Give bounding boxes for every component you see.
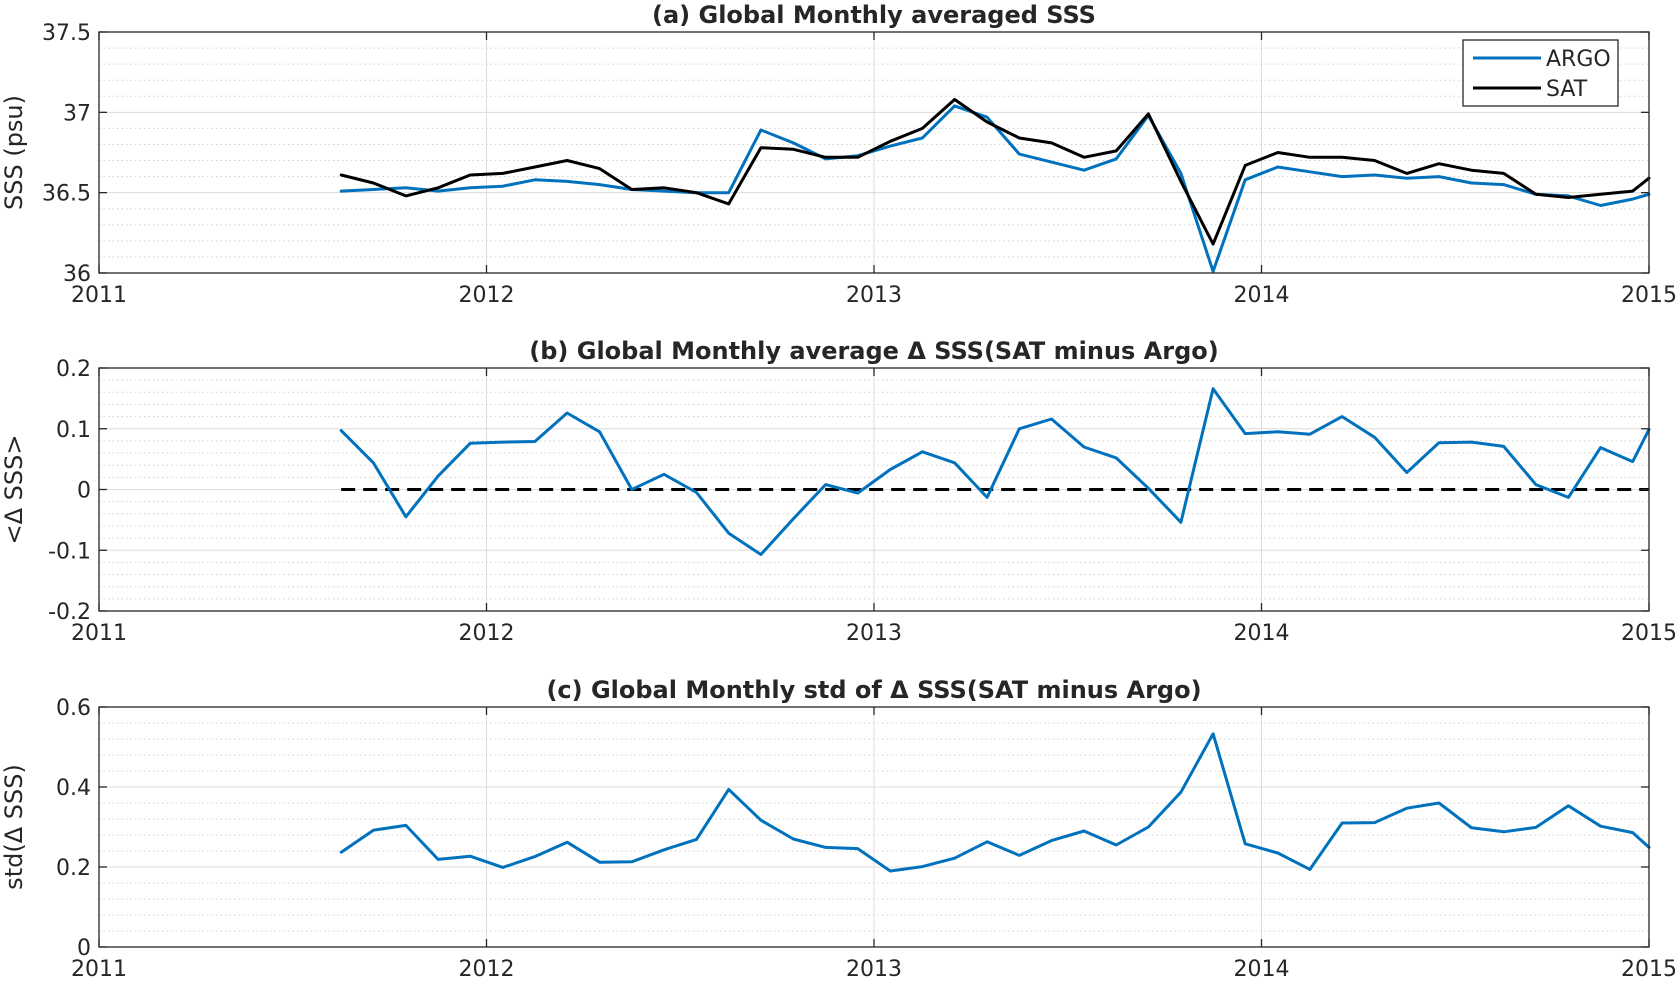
legend-label: SAT bbox=[1546, 77, 1588, 102]
x-tick-label: 2014 bbox=[1234, 621, 1290, 646]
y-tick-label: 37 bbox=[63, 101, 91, 126]
x-tick-label: 2011 bbox=[71, 957, 127, 982]
x-tick-label: 2014 bbox=[1234, 957, 1290, 982]
x-tick-label: 2011 bbox=[71, 621, 127, 646]
panel-a: (a) Global Monthly averaged SSS SSS (psu… bbox=[0, 1, 1677, 308]
x-tick-label: 2013 bbox=[846, 283, 902, 308]
y-tick-label: 0 bbox=[77, 479, 91, 504]
x-tick-label: 2015 bbox=[1621, 283, 1677, 308]
x-tick-label: 2012 bbox=[459, 621, 515, 646]
y-tick-label: -0.2 bbox=[48, 600, 91, 625]
x-tick-label: 2012 bbox=[459, 957, 515, 982]
chart-title: (c) Global Monthly std of Δ SSS(SAT minu… bbox=[546, 676, 1201, 704]
x-tick-label: 2013 bbox=[846, 957, 902, 982]
panel-b: (b) Global Monthly average Δ SSS(SAT min… bbox=[0, 337, 1677, 646]
y-tick-label: 36 bbox=[63, 262, 91, 287]
panel-c: (c) Global Monthly std of Δ SSS(SAT minu… bbox=[0, 676, 1677, 982]
y-tick-label: 37.5 bbox=[42, 21, 91, 46]
chart-title: (a) Global Monthly averaged SSS bbox=[652, 1, 1096, 29]
y-axis-label: SSS (psu) bbox=[0, 95, 28, 210]
y-tick-label: 0.2 bbox=[56, 357, 91, 382]
y-tick-label: 0.2 bbox=[56, 856, 91, 881]
y-tick-label: 36.5 bbox=[42, 182, 91, 207]
y-tick-label: 0 bbox=[77, 936, 91, 961]
x-tick-label: 2012 bbox=[459, 283, 515, 308]
y-tick-label: -0.1 bbox=[48, 539, 91, 564]
y-tick-label: 0.1 bbox=[56, 418, 91, 443]
legend: ARGO SAT bbox=[1462, 39, 1619, 107]
series-line-delta-sss bbox=[339, 732, 1651, 873]
y-axis-label: <Δ SSS> bbox=[0, 435, 28, 545]
x-tick-label: 2014 bbox=[1234, 283, 1290, 308]
x-tick-label: 2013 bbox=[846, 621, 902, 646]
chart-title: (b) Global Monthly average Δ SSS(SAT min… bbox=[529, 337, 1218, 365]
x-tick-label: 2015 bbox=[1621, 957, 1677, 982]
legend-box bbox=[1462, 39, 1619, 107]
y-tick-label: 0.4 bbox=[56, 776, 91, 801]
legend-label: ARGO bbox=[1546, 47, 1611, 72]
x-tick-label: 2015 bbox=[1621, 621, 1677, 646]
series-line-argo bbox=[339, 104, 1651, 273]
series-line-sat bbox=[339, 98, 1651, 246]
y-tick-label: 0.6 bbox=[56, 696, 91, 721]
x-tick-label: 2011 bbox=[71, 283, 127, 308]
series-line-delta-sss bbox=[339, 387, 1651, 556]
y-axis-label: std(Δ SSS) bbox=[0, 764, 28, 890]
